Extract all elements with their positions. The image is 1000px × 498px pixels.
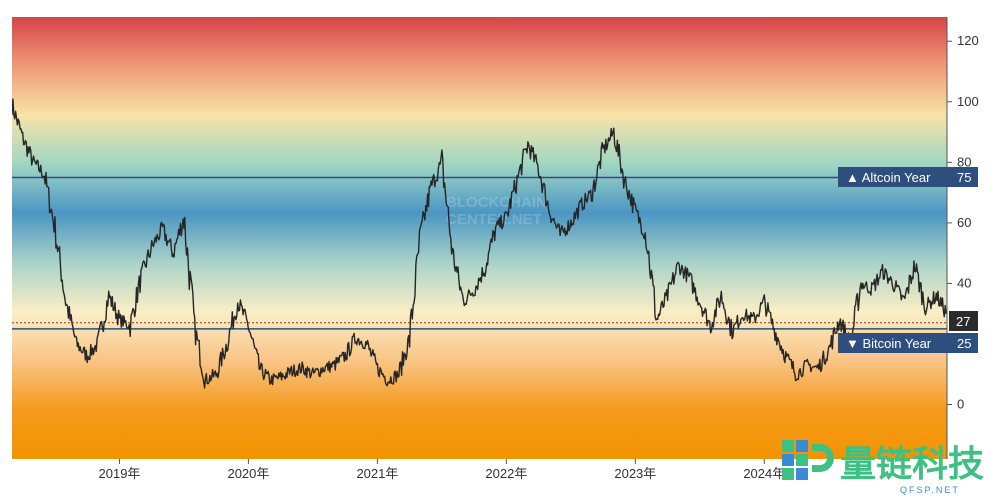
series-line-0 — [12, 98, 947, 389]
y-tick-label: 100 — [957, 94, 979, 109]
x-tick-label: 2020年 — [227, 466, 269, 481]
altcoin-year-badge: ▲ Altcoin Year 75 — [838, 167, 978, 187]
y-tick-label: 40 — [957, 275, 971, 290]
altcoin-year-badge-bg — [838, 167, 978, 187]
plot-background — [12, 17, 947, 459]
x-tick-label: 2021年 — [356, 466, 398, 481]
center-watermark-line1: BLOCKCHAIN — [446, 194, 547, 211]
bitcoin-year-badge: ▼ Bitcoin Year 25 — [838, 333, 978, 353]
brand-url: QFSP.NET — [900, 485, 960, 495]
brand-watermark: 量链科技 QFSP.NET — [782, 440, 984, 495]
altcoin-year-label: ▲ Altcoin Year — [846, 170, 931, 185]
bitcoin-year-badge-bg — [838, 333, 978, 353]
y-tick-label: 0 — [957, 397, 964, 412]
y-tick-label: 60 — [957, 215, 971, 230]
x-axis: 2019年 2020年 2021年 2022年 2023年 2024年 — [99, 459, 785, 481]
current-value-label: 27 — [956, 314, 970, 329]
y-tick-label: 120 — [957, 33, 979, 48]
x-tick-label: 2024年 — [743, 466, 785, 481]
x-tick-label: 2023年 — [614, 466, 656, 481]
center-watermark: BLOCKCHAIN CENTER.NET — [446, 194, 547, 228]
center-watermark-line2: CENTER.NET — [446, 211, 542, 228]
x-tick-label: 2022年 — [485, 466, 527, 481]
bitcoin-year-label: ▼ Bitcoin Year — [846, 336, 932, 351]
y-axis: 020406080100120 — [947, 33, 979, 412]
current-value-badge-bg — [949, 311, 978, 331]
bitcoin-year-value: 25 — [957, 336, 971, 351]
current-value-badge: 27 — [949, 311, 978, 331]
altcoin-year-value: 75 — [957, 170, 971, 185]
brand-name: 量链科技 — [840, 444, 984, 485]
brand-logo-icon — [782, 440, 834, 480]
x-tick-label: 2019年 — [99, 466, 141, 481]
y-tick-label: 80 — [957, 154, 971, 169]
reference-lines — [12, 176, 947, 330]
